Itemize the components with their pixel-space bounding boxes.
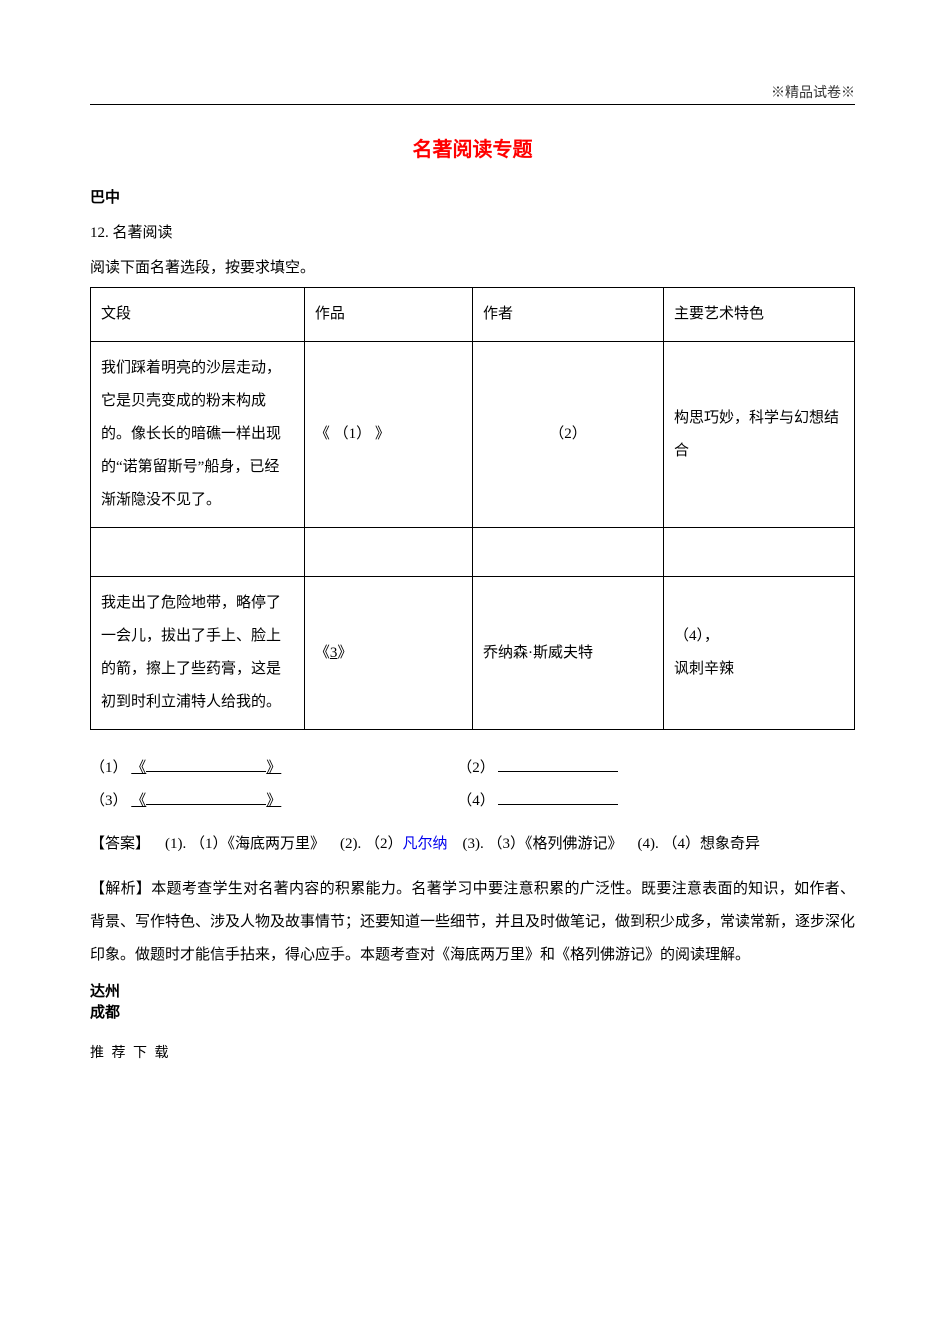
explanation-text: 本题考查学生对名著内容的积累能力。名著学习中要注意积累的广泛性。既要注意表面的知… (90, 881, 855, 963)
fill-blank-lines: （1） 《》 （2） （3） 《》 （4） (90, 752, 855, 818)
footer-text: 推 荐 下 载 (90, 1042, 855, 1062)
blank3-open: 《 (131, 793, 146, 809)
th-author: 作者 (472, 288, 663, 342)
table-spacer-row (91, 528, 855, 577)
answer-label: 【答案】 (90, 836, 150, 852)
explanation-label: 【解析】 (90, 881, 151, 897)
table-row: 我走出了危险地带，略停了一会儿，拔出了手上、脸上的箭，擦上了些药膏，这是初到时利… (91, 577, 855, 730)
answer-2-blue: 凡尔纳 (403, 836, 448, 852)
cell-feature-1: 构思巧妙，科学与幻想结合 (663, 342, 854, 528)
table-row: 我们踩着明亮的沙层走动，它是贝壳变成的粉末构成的。像长长的暗礁一样出现的“诺第留… (91, 342, 855, 528)
cell-passage-2: 我走出了危险地带，略停了一会儿，拔出了手上、脸上的箭，擦上了些药膏，这是初到时利… (91, 577, 305, 730)
answer-line: 【答案】 (1). （1）《海底两万里》 (2). （2）凡尔纳 (3). （3… (90, 828, 855, 861)
blank3-line[interactable] (146, 789, 266, 805)
blank4-line[interactable] (498, 789, 618, 805)
blank2-label: （2） (457, 760, 495, 776)
blank3-label: （3） (90, 793, 128, 809)
th-work: 作品 (304, 288, 472, 342)
table-header-row: 文段 作品 作者 主要艺术特色 (91, 288, 855, 342)
cell-author-2: 乔纳森·斯威夫特 (472, 577, 663, 730)
blank1-open: 《 (131, 760, 146, 776)
work2-suffix: 》 (337, 645, 352, 661)
th-passage: 文段 (91, 288, 305, 342)
answer-2-pre: (2). （2） (340, 836, 403, 852)
cell-work-1: 《 （1） 》 (304, 342, 472, 528)
blank-4: （4） (457, 785, 855, 818)
section-chengdu: 成都 (90, 1001, 855, 1022)
cell-passage-1: 我们踩着明亮的沙层走动，它是贝壳变成的粉末构成的。像长长的暗礁一样出现的“诺第留… (91, 342, 305, 528)
answer-4: (4). （4）想象奇异 (638, 836, 761, 852)
blank-3: （3） 《 》 (90, 785, 457, 818)
blank2-line[interactable] (498, 756, 618, 772)
instruction-text: 阅读下面名著选段，按要求填空。 (90, 256, 855, 277)
blank1-close: 》 (266, 760, 281, 776)
spacer-cell (304, 528, 472, 577)
answer-1: (1). （1）《海底两万里》 (165, 836, 325, 852)
spacer-cell (91, 528, 305, 577)
blank4-label: （4） (457, 793, 495, 809)
blank-2: （2） (457, 752, 855, 785)
document-title: 名著阅读专题 (90, 133, 855, 162)
blank-row-2: （3） 《 》 （4） (90, 785, 855, 818)
page-container: ※精品试卷※ 名著阅读专题 巴中 12. 名著阅读 阅读下面名著选段，按要求填空… (0, 0, 945, 1102)
cell-work-2: 《3》 (304, 577, 472, 730)
spacer-cell (663, 528, 854, 577)
blank-row-1: （1） 《 》 （2） (90, 752, 855, 785)
header-rule (90, 104, 855, 105)
blank1-line[interactable] (146, 756, 266, 772)
cell-feature-2: （4）， 讽刺辛辣 (663, 577, 854, 730)
cell-author-1: （2） (472, 342, 663, 528)
watermark-text: ※精品试卷※ (771, 82, 855, 102)
blank3-close: 》 (266, 793, 281, 809)
spacer-cell (472, 528, 663, 577)
blank-1: （1） 《 》 (90, 752, 457, 785)
explanation-block: 【解析】本题考查学生对名著内容的积累能力。名著学习中要注意积累的广泛性。既要注意… (90, 873, 855, 972)
answer-3: (3). （3）《格列佛游记》 (463, 836, 623, 852)
section-dazhou: 达州 (90, 980, 855, 1001)
blank1-label: （1） (90, 760, 128, 776)
section-bazhong: 巴中 (90, 186, 855, 207)
exam-table: 文段 作品 作者 主要艺术特色 我们踩着明亮的沙层走动，它是贝壳变成的粉末构成的… (90, 287, 855, 730)
work2-prefix: 《 (315, 645, 330, 661)
question-number: 12. 名著阅读 (90, 221, 855, 242)
th-feature: 主要艺术特色 (663, 288, 854, 342)
